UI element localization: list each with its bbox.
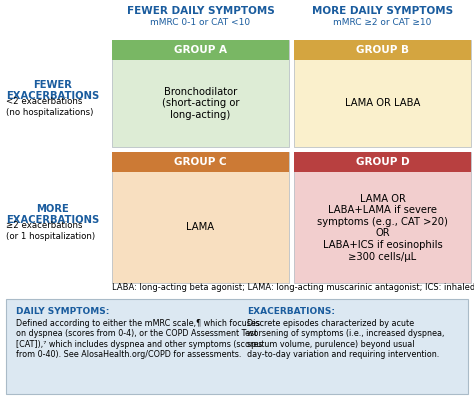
Text: GROUP C: GROUP C (174, 157, 227, 167)
Text: FEWER DAILY SYMPTOMS: FEWER DAILY SYMPTOMS (127, 6, 274, 16)
Text: <2 exacerbations
(no hospitalizations): <2 exacerbations (no hospitalizations) (6, 97, 93, 117)
Text: GROUP B: GROUP B (356, 45, 409, 55)
Text: mMRC 0-1 or CAT <10: mMRC 0-1 or CAT <10 (150, 18, 251, 27)
Text: MORE DAILY SYMPTOMS: MORE DAILY SYMPTOMS (312, 6, 453, 16)
Text: mMRC ≥2 or CAT ≥10: mMRC ≥2 or CAT ≥10 (333, 18, 432, 27)
Text: MORE
EXACERBATIONS: MORE EXACERBATIONS (6, 204, 99, 225)
Bar (294, 40, 471, 60)
Bar (112, 152, 289, 172)
Text: DAILY SYMPTOMS:: DAILY SYMPTOMS: (16, 307, 109, 316)
Text: FEWER
EXACERBATIONS: FEWER EXACERBATIONS (6, 80, 99, 101)
Bar (294, 40, 471, 147)
Text: ≥2 exacerbations
(or 1 hospitalization): ≥2 exacerbations (or 1 hospitalization) (6, 221, 95, 241)
Text: Bronchodilator
(short-acting or
long-acting): Bronchodilator (short-acting or long-act… (162, 87, 239, 120)
Text: LAMA: LAMA (186, 223, 215, 232)
Bar (112, 152, 289, 283)
Bar (294, 152, 471, 172)
Text: Defined according to either the mMRC scale,¶ which focuses
on dyspnea (scores fr: Defined according to either the mMRC sca… (16, 319, 263, 359)
Text: Discrete episodes characterized by acute
worsening of symptoms (i.e., increased : Discrete episodes characterized by acute… (247, 319, 444, 359)
Bar (294, 152, 471, 283)
Bar (6, 299, 468, 394)
Text: GROUP D: GROUP D (356, 157, 410, 167)
Text: GROUP A: GROUP A (174, 45, 227, 55)
Text: LAMA OR LABA: LAMA OR LABA (345, 99, 420, 109)
Text: LABA: long-acting beta agonist; LAMA: long-acting muscarinic antagonist; ICS: in: LABA: long-acting beta agonist; LAMA: lo… (112, 283, 474, 292)
Bar (112, 40, 289, 147)
Text: EXACERBATIONS:: EXACERBATIONS: (247, 307, 335, 316)
Text: LAMA OR
LABA+LAMA if severe
symptoms (e.g., CAT >20)
OR
LABA+ICS if eosinophils
: LAMA OR LABA+LAMA if severe symptoms (e.… (317, 194, 448, 261)
Bar (112, 40, 289, 60)
